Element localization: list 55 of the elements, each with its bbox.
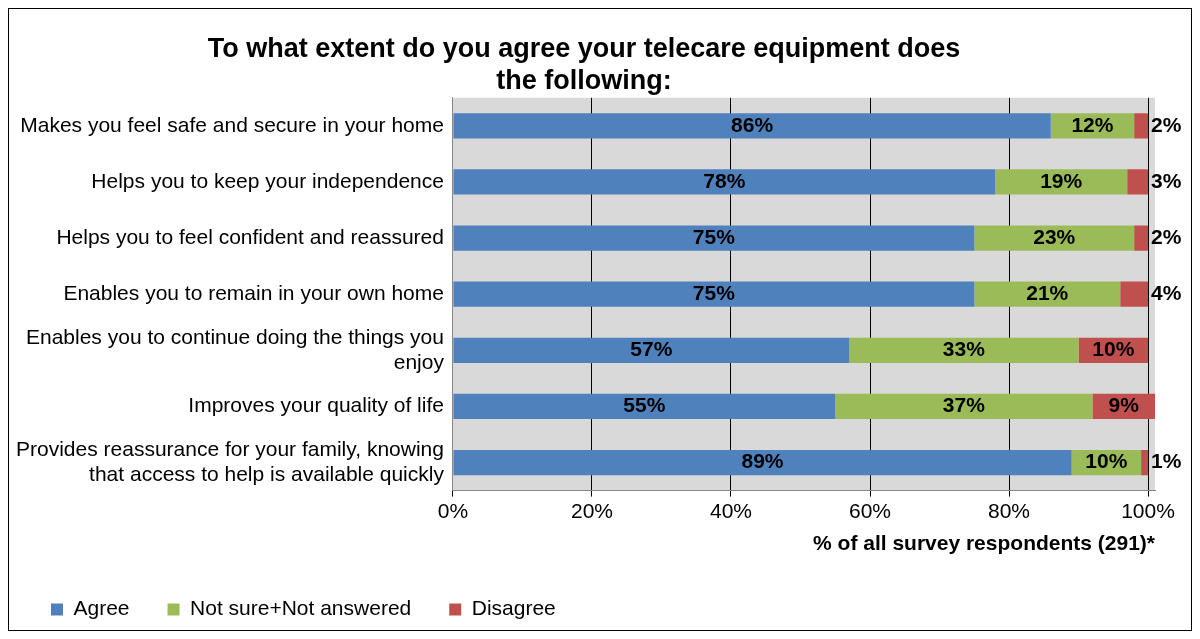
x-tick-label: 0% [437, 499, 469, 522]
data-label: 21% [1026, 281, 1069, 304]
y-tick-label: Enables you to remain in your own home [63, 281, 444, 304]
y-tick-label: Provides reassurance for your family, knowing that access to help is available quickly [15, 436, 445, 485]
data-label: 75% [692, 224, 736, 248]
data-label: 37% [942, 393, 986, 417]
data-label: 2% [1151, 224, 1182, 248]
data-label: 4% [1151, 281, 1182, 304]
bar [974, 225, 1135, 251]
x-tick-label: 100% [1121, 499, 1175, 522]
data-label: 78% [703, 168, 746, 192]
data-label: 3% [1151, 168, 1182, 192]
data-label: 10% [1085, 449, 1128, 473]
x-tick-label: 60% [849, 499, 892, 522]
data-label: 19% [1040, 168, 1083, 192]
legend-label: Disagree [471, 596, 556, 620]
bar [1127, 169, 1149, 195]
bar [453, 169, 996, 195]
data-label: 89% [741, 449, 784, 473]
data-label: 55% [623, 393, 666, 417]
chart-title: To what extent do you agree your telecare equipment does the following: [207, 32, 961, 96]
data-label: 57% [630, 337, 673, 361]
y-tick-label: Helps you to keep your independence [91, 168, 444, 192]
bar [1134, 225, 1149, 251]
data-label: 33% [942, 337, 986, 361]
data-label: 9% [1108, 393, 1140, 417]
data-label: 1% [1151, 449, 1182, 473]
data-label: 75% [692, 281, 736, 304]
bar [453, 449, 1072, 476]
data-label: 23% [1033, 224, 1076, 248]
legend-label: Not sure+Not answered [190, 596, 412, 620]
bar [995, 169, 1128, 195]
bar [835, 393, 1093, 420]
legend-label: Agree [73, 596, 130, 620]
x-tick-label: 20% [570, 499, 613, 522]
data-label: 10% [1092, 337, 1135, 361]
bar [1141, 449, 1149, 476]
x-tick-label: 80% [988, 499, 1031, 522]
bar [453, 337, 850, 363]
x-axis-title: % of all survey respondents (291)* [813, 531, 1156, 555]
data-label: 2% [1151, 112, 1182, 136]
y-tick-label: Makes you feel safe and secure in your home [20, 112, 444, 136]
bar [1120, 281, 1149, 307]
y-tick-label: Improves your quality of life [188, 393, 444, 417]
bar [453, 225, 975, 251]
x-tick-label: 40% [709, 499, 753, 522]
bar [453, 393, 836, 420]
bar [1134, 113, 1149, 139]
bar [453, 113, 1051, 139]
y-tick-label: Helps you to feel confident and reassured [56, 224, 444, 248]
y-tick-label: Enables you to continue doing the things you enjoy [25, 324, 445, 373]
bar [453, 281, 975, 307]
bar [849, 337, 1079, 363]
data-label: 86% [731, 112, 774, 136]
data-label: 12% [1071, 112, 1114, 136]
